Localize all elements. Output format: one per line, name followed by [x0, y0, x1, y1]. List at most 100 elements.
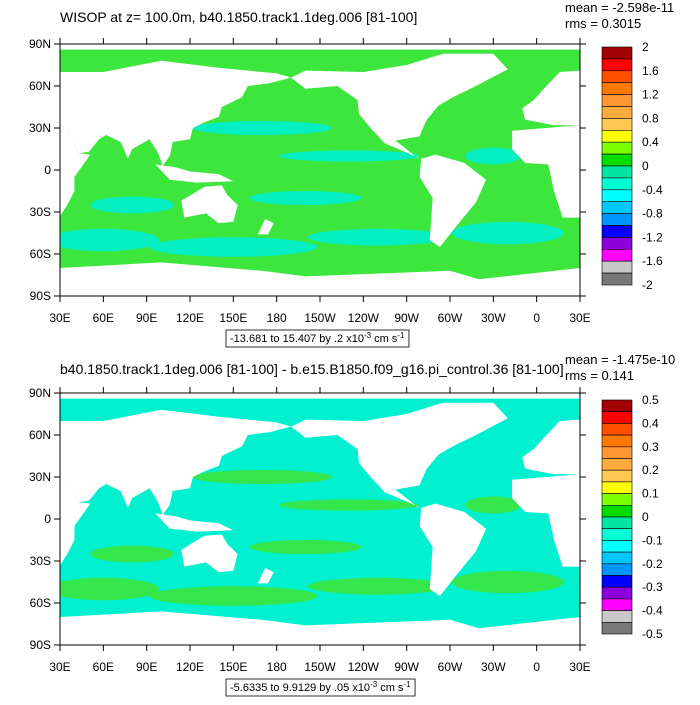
ocean-patch — [249, 191, 362, 205]
colorbar-box — [601, 621, 633, 635]
colorbar-box — [601, 118, 633, 131]
colorbar-label: -1.2 — [642, 230, 663, 244]
x-tick-label: 150W — [304, 311, 336, 325]
ocean-patch — [451, 221, 564, 245]
colorbar-box — [601, 213, 633, 226]
colorbar-label: 0.2 — [642, 463, 659, 477]
colorbar-box — [601, 586, 633, 600]
colorbar-box — [601, 70, 633, 84]
ocean-patch — [278, 150, 419, 162]
panel-title: WISOP at z= 100.0m, b40.1850.track1.1deg… — [60, 9, 417, 25]
colorbar-box — [601, 434, 633, 448]
x-tick-label: 60E — [93, 311, 114, 325]
y-tick-label: 0 — [44, 163, 51, 177]
colorbar-box — [601, 504, 633, 518]
colorbar-label: -0.3 — [642, 580, 663, 594]
land — [60, 409, 292, 515]
land — [60, 611, 580, 645]
colorbar-box — [601, 528, 633, 541]
colorbar-box — [601, 237, 633, 250]
x-tick-label: 60W — [438, 660, 463, 674]
colorbar-box — [601, 610, 633, 623]
info-unit-exponent: -1 — [397, 331, 405, 340]
colorbar-box — [601, 82, 633, 95]
colorbar-box — [601, 411, 633, 424]
rms-stat: rms = 0.141 — [565, 368, 634, 383]
land — [419, 154, 487, 247]
land — [512, 70, 580, 218]
x-tick-label: 120W — [348, 660, 380, 674]
ocean-patch — [60, 228, 160, 252]
colorbar-box — [601, 130, 633, 143]
map-field — [60, 49, 580, 296]
x-tick-label: 30E — [49, 311, 70, 325]
y-tick-label: 60S — [30, 596, 51, 610]
ocean-patch — [307, 228, 448, 246]
colorbar-box — [601, 469, 633, 483]
colorbar-label: 0.5 — [642, 393, 659, 407]
y-tick-label: 30N — [29, 121, 51, 135]
x-tick-label: 60E — [93, 660, 114, 674]
colorbar-box — [601, 94, 633, 107]
info-label: -5.6335 to 9.9129 by .05 x10-3 cm s-1 — [230, 680, 411, 694]
colorbar-label: -1.6 — [642, 254, 663, 268]
y-tick-label: 60N — [29, 428, 51, 442]
colorbar-box — [601, 249, 633, 262]
ocean-patch — [149, 586, 318, 606]
land — [181, 185, 238, 224]
colorbar-box — [601, 46, 633, 60]
x-tick-label: 150W — [304, 660, 336, 674]
land — [419, 503, 487, 596]
land — [291, 53, 508, 159]
info-unit-exponent: -1 — [403, 680, 411, 689]
colorbar-label: 1.6 — [642, 64, 659, 78]
info-text: -13.681 to 15.407 by .2 x10 — [230, 333, 364, 345]
land — [181, 534, 238, 573]
ocean-patch — [90, 196, 175, 214]
land — [257, 219, 274, 235]
x-tick-label: 180 — [267, 311, 287, 325]
x-tick-label: 120E — [176, 660, 204, 674]
land — [155, 513, 234, 532]
ocean-patch — [451, 570, 564, 594]
colorbar-label: -0.1 — [642, 533, 663, 547]
info-exponent: -3 — [370, 680, 378, 689]
colorbar-box — [601, 153, 633, 167]
info-text: -5.6335 to 9.9129 by .05 x10 — [230, 682, 370, 694]
colorbar-box — [601, 540, 633, 553]
info-exponent: -3 — [364, 331, 372, 340]
colorbar-box — [601, 201, 633, 214]
x-tick-label: 30E — [49, 660, 70, 674]
land — [155, 164, 234, 183]
y-tick-label: 90S — [30, 638, 51, 652]
colorbar-box — [601, 225, 633, 238]
colorbar-label: -2 — [642, 278, 653, 292]
colorbar-box — [601, 446, 633, 459]
x-tick-label: 90E — [136, 311, 157, 325]
ocean-patch — [307, 577, 448, 595]
ocean-patch — [90, 545, 175, 563]
ocean-patch — [249, 540, 362, 554]
colorbar-label: 2 — [642, 40, 649, 54]
info-box — [225, 678, 416, 697]
colorbar-label: 0.4 — [642, 416, 659, 430]
x-tick-label: 120W — [348, 311, 380, 325]
mean-stat: mean = -1.475e-10 — [565, 352, 675, 367]
colorbar-label: 0 — [642, 159, 649, 173]
x-tick-label: 60W — [438, 311, 463, 325]
y-tick-label: 90S — [30, 289, 51, 303]
x-tick-label: 0 — [533, 660, 540, 674]
info-label: -13.681 to 15.407 by .2 x10-3 cm s-1 — [230, 331, 405, 345]
land — [60, 60, 292, 166]
colorbar-box — [601, 399, 633, 412]
x-tick-label: 30W — [481, 311, 506, 325]
x-tick-label: 90W — [394, 660, 419, 674]
y-tick-label: 0 — [44, 512, 51, 526]
x-tick-label: 30E — [569, 660, 590, 674]
rms-stat: rms = 0.3015 — [565, 16, 641, 31]
y-tick-label: 60S — [30, 247, 51, 261]
map-panel: 90N 60N 30N 0 30S 60S 90S 30E 60E 90E 120E 150E 180 1… — [29, 352, 675, 697]
y-tick-label: 30S — [30, 205, 51, 219]
